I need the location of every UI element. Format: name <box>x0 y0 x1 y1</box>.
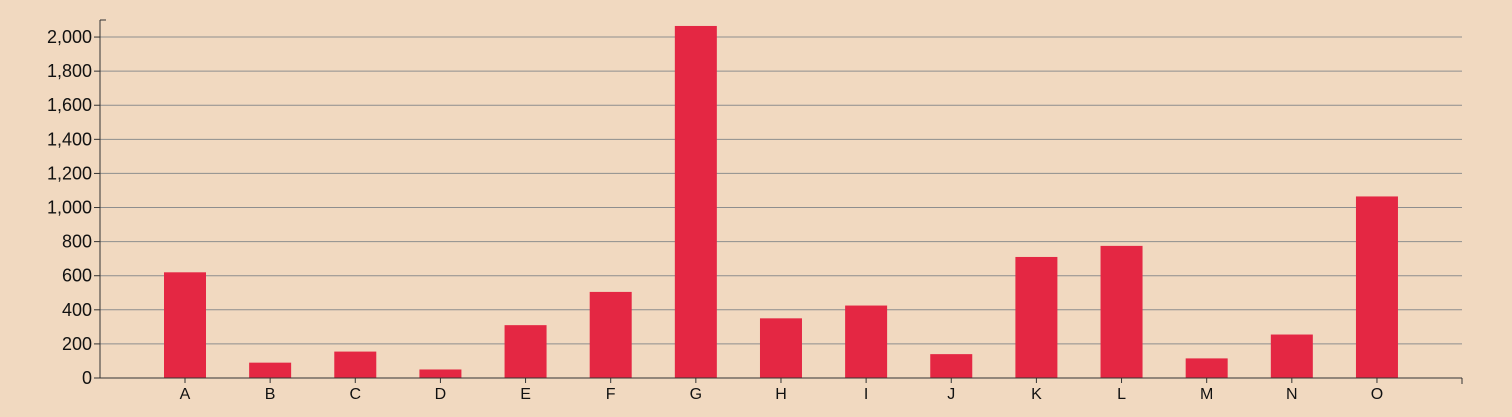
x-tick-label: H <box>775 386 787 403</box>
x-tick-label: A <box>180 386 191 403</box>
bar-J <box>930 354 973 378</box>
bar-A <box>164 272 206 378</box>
y-tick-label: 1,000 <box>47 198 92 218</box>
y-axis: 0 200 400 600 800 1,000 1,200 1,400 1,600 1,800 2,… <box>47 19 106 388</box>
bar-H <box>759 318 802 378</box>
x-tick-label: E <box>520 386 531 403</box>
bar-N <box>1270 334 1313 378</box>
y-tick-label: 1,200 <box>47 163 92 183</box>
grid-lines <box>100 36 1462 345</box>
y-tick-label: 800 <box>62 232 92 252</box>
x-axis: A B C D E F G H I J K L M N O <box>100 377 1463 403</box>
bar-D <box>419 369 462 378</box>
bar-K <box>1015 256 1058 378</box>
x-tick-label: F <box>606 386 616 403</box>
x-tick-label: D <box>435 386 447 403</box>
x-tick-label: J <box>947 386 955 403</box>
y-tick-label: 1,400 <box>47 129 92 149</box>
bar-O <box>1355 196 1398 378</box>
bar-G <box>674 25 717 378</box>
x-tick-label: L <box>1117 386 1126 403</box>
y-tick-label: 0 <box>82 368 92 388</box>
x-tick-label: K <box>1031 386 1042 403</box>
x-tick-label: C <box>349 386 361 403</box>
bar-E <box>504 325 547 378</box>
bar-B <box>249 362 292 378</box>
y-tick-label: 2,000 <box>47 27 92 47</box>
x-tick-label: O <box>1371 386 1383 403</box>
y-tick-label: 1,800 <box>47 61 92 81</box>
y-tick-label: 400 <box>62 300 92 320</box>
y-tick-label: 200 <box>62 334 92 354</box>
x-tick-label: N <box>1286 386 1298 403</box>
bar-C <box>334 351 377 378</box>
bar-F <box>589 291 632 378</box>
x-tick-label: B <box>265 386 276 403</box>
x-tick-label: M <box>1200 386 1213 403</box>
bars <box>164 25 1398 378</box>
bar-I <box>845 305 888 378</box>
x-tick-label: G <box>690 386 702 403</box>
y-tick-label: 600 <box>62 266 92 286</box>
bar-L <box>1100 245 1143 378</box>
y-tick-label: 1,600 <box>47 95 92 115</box>
x-tick-label: I <box>864 386 868 403</box>
bar-M <box>1185 358 1228 378</box>
